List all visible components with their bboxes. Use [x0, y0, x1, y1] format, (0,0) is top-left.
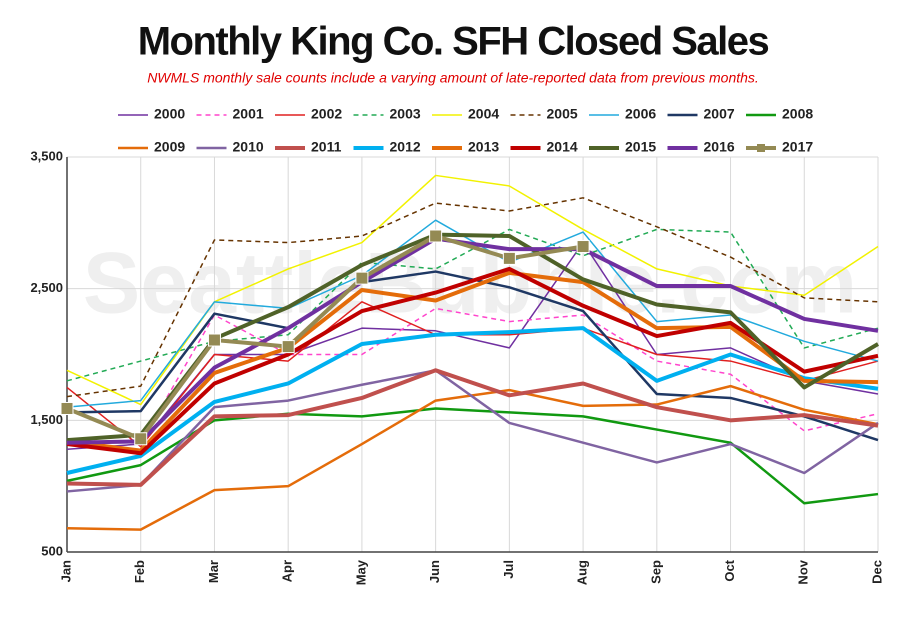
x-tick-label: Jan	[58, 560, 73, 582]
series-line	[66, 369, 879, 493]
x-tick-label: Dec	[869, 560, 884, 584]
y-tick-label: 500	[41, 543, 63, 558]
legend-label: 2004	[468, 106, 499, 122]
point-marker	[134, 432, 148, 446]
series-line	[66, 270, 879, 453]
x-tick-label: Aug	[575, 560, 590, 585]
x-tick-label: May	[353, 559, 368, 585]
series-line	[66, 326, 879, 475]
point-marker	[502, 251, 516, 265]
legend-label: 2002	[311, 106, 342, 122]
x-tick-label: Oct	[722, 559, 737, 581]
x-tick-label: Apr	[280, 560, 295, 582]
legend-label: 2000	[154, 106, 185, 122]
legend-label: 2003	[390, 106, 421, 122]
x-tick-label: Jun	[427, 560, 442, 583]
legend-label: 2008	[782, 106, 813, 122]
x-tick-label: Mar	[206, 560, 221, 583]
legend-label: 2001	[233, 106, 264, 122]
legend-label: 2005	[547, 106, 578, 122]
point-marker	[60, 401, 74, 415]
x-tick-label: Nov	[796, 559, 811, 584]
chart-title: Monthly King Co. SFH Closed Sales	[138, 20, 769, 64]
point-marker	[355, 271, 369, 285]
x-tick-label: Jul	[501, 560, 516, 579]
legend-label: 2010	[233, 139, 264, 155]
legend-label: 2012	[390, 139, 421, 155]
legend-label: 2013	[468, 139, 499, 155]
legend-label: 2011	[311, 139, 342, 155]
legend-label: 2014	[547, 139, 578, 155]
chart-subtitle: NWMLS monthly sale counts include a vary…	[147, 70, 759, 86]
legend-label: 2016	[704, 139, 735, 155]
legend-label: 2006	[625, 106, 656, 122]
series-line	[66, 236, 879, 445]
legend-label: 2017	[782, 139, 813, 155]
legend-label: 2009	[154, 139, 185, 155]
legend-marker	[757, 144, 765, 152]
x-tick-label: Sep	[648, 560, 663, 584]
series-line	[66, 234, 584, 441]
x-tick-label: Feb	[132, 560, 147, 583]
point-marker	[576, 240, 590, 254]
point-marker	[207, 333, 221, 347]
legend-label: 2007	[704, 106, 735, 122]
series-line	[66, 197, 879, 398]
point-marker	[281, 340, 295, 354]
y-tick-label: 2,500	[30, 280, 63, 295]
series-line	[66, 266, 879, 456]
y-tick-label: 1,500	[30, 412, 63, 427]
y-tick-label: 3,500	[30, 148, 63, 163]
series-line	[66, 219, 879, 408]
series-line	[66, 368, 879, 487]
point-marker	[429, 229, 443, 243]
legend-label: 2015	[625, 139, 656, 155]
